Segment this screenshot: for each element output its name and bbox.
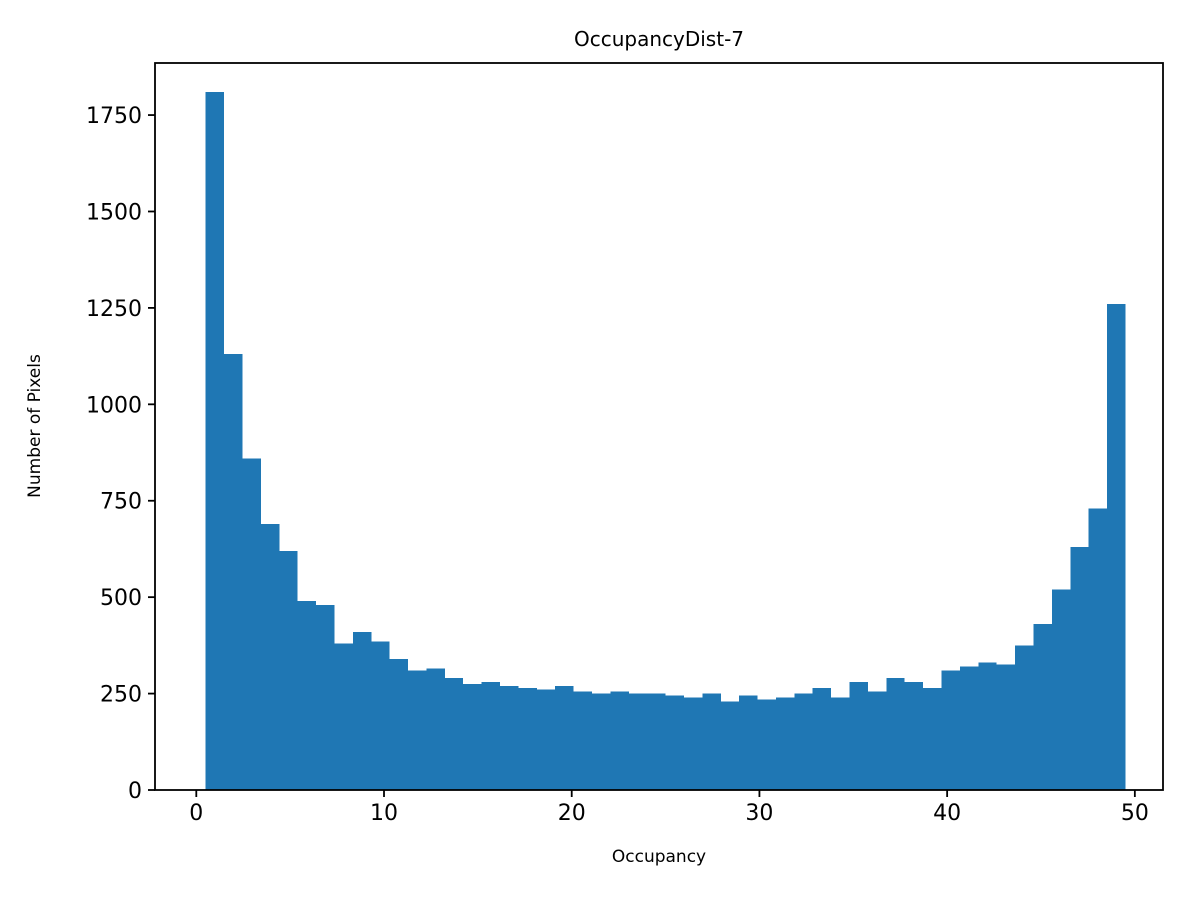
y-axis-label: Number of Pixels — [25, 354, 45, 498]
histogram-bar — [555, 685, 574, 790]
x-tick-label: 40 — [933, 801, 961, 826]
x-tick-label: 0 — [189, 801, 203, 826]
histogram-bar — [426, 668, 445, 790]
histogram-bar — [481, 682, 501, 790]
histogram-bar — [371, 641, 390, 790]
histogram-bar — [812, 687, 832, 790]
histogram-bar — [1070, 547, 1089, 790]
histogram-bar — [279, 550, 298, 790]
y-tick-label: 250 — [100, 683, 142, 708]
y-tick-label: 750 — [100, 490, 142, 515]
x-tick-label: 30 — [745, 801, 773, 826]
histogram-bar — [665, 695, 684, 790]
y-tick-label: 1000 — [86, 393, 142, 418]
x-axis-label: Occupancy — [612, 847, 706, 867]
histogram-bar — [610, 691, 629, 790]
histogram-bar — [923, 687, 942, 790]
histogram-bar — [242, 458, 261, 790]
histogram-bar — [205, 91, 225, 791]
histogram-bar — [1107, 304, 1126, 790]
y-tick-label: 1750 — [86, 104, 142, 129]
histogram-bar — [408, 670, 427, 790]
histogram-bar — [297, 601, 317, 790]
histogram-bar — [702, 693, 721, 790]
axes-box — [154, 62, 1164, 791]
histogram-bar — [536, 689, 556, 790]
bars-layer — [205, 91, 1126, 791]
histogram-bar — [1088, 508, 1108, 790]
histogram-bar — [996, 664, 1016, 790]
histogram-bar — [1033, 624, 1052, 790]
histogram-bar — [628, 693, 648, 790]
histogram-bar — [831, 697, 850, 790]
histogram-bar — [683, 697, 703, 790]
y-tick-label: 1500 — [86, 200, 142, 225]
histogram-bar — [518, 687, 537, 790]
x-tick-label: 50 — [1121, 801, 1149, 826]
histogram-bar — [500, 685, 519, 790]
histogram-bar — [647, 693, 666, 790]
histogram-bar — [444, 678, 464, 790]
histogram-bar — [1051, 589, 1071, 790]
histogram-bar — [389, 658, 409, 790]
histogram-bar — [720, 701, 740, 790]
histogram-bar — [886, 678, 905, 790]
histogram-bar — [867, 691, 887, 790]
histogram-bar — [1015, 645, 1034, 790]
histogram-bar — [334, 643, 353, 790]
y-tick-label: 1250 — [86, 297, 142, 322]
histogram-bar — [849, 682, 868, 790]
histogram-bar — [224, 354, 243, 790]
y-tick-label: 0 — [128, 779, 142, 804]
histogram-bar — [775, 697, 795, 790]
histogram-bar — [794, 693, 813, 790]
histogram-bar — [463, 683, 482, 790]
histogram-bar — [959, 666, 979, 790]
histogram-bar — [591, 693, 611, 790]
histogram-bar — [260, 523, 280, 790]
histogram-bar — [739, 695, 758, 790]
histogram-bar — [978, 662, 997, 790]
histogram-bar — [316, 604, 335, 790]
histogram-bar — [352, 631, 372, 790]
histogram-bar — [941, 670, 960, 790]
histogram-bar — [757, 699, 776, 790]
y-tick-label: 500 — [100, 586, 142, 611]
chart-title: OccupancyDist-7 — [574, 27, 744, 51]
histogram-bar — [573, 691, 592, 790]
histogram-bar — [904, 682, 924, 790]
x-tick-label: 20 — [558, 801, 586, 826]
x-tick-label: 10 — [370, 801, 398, 826]
